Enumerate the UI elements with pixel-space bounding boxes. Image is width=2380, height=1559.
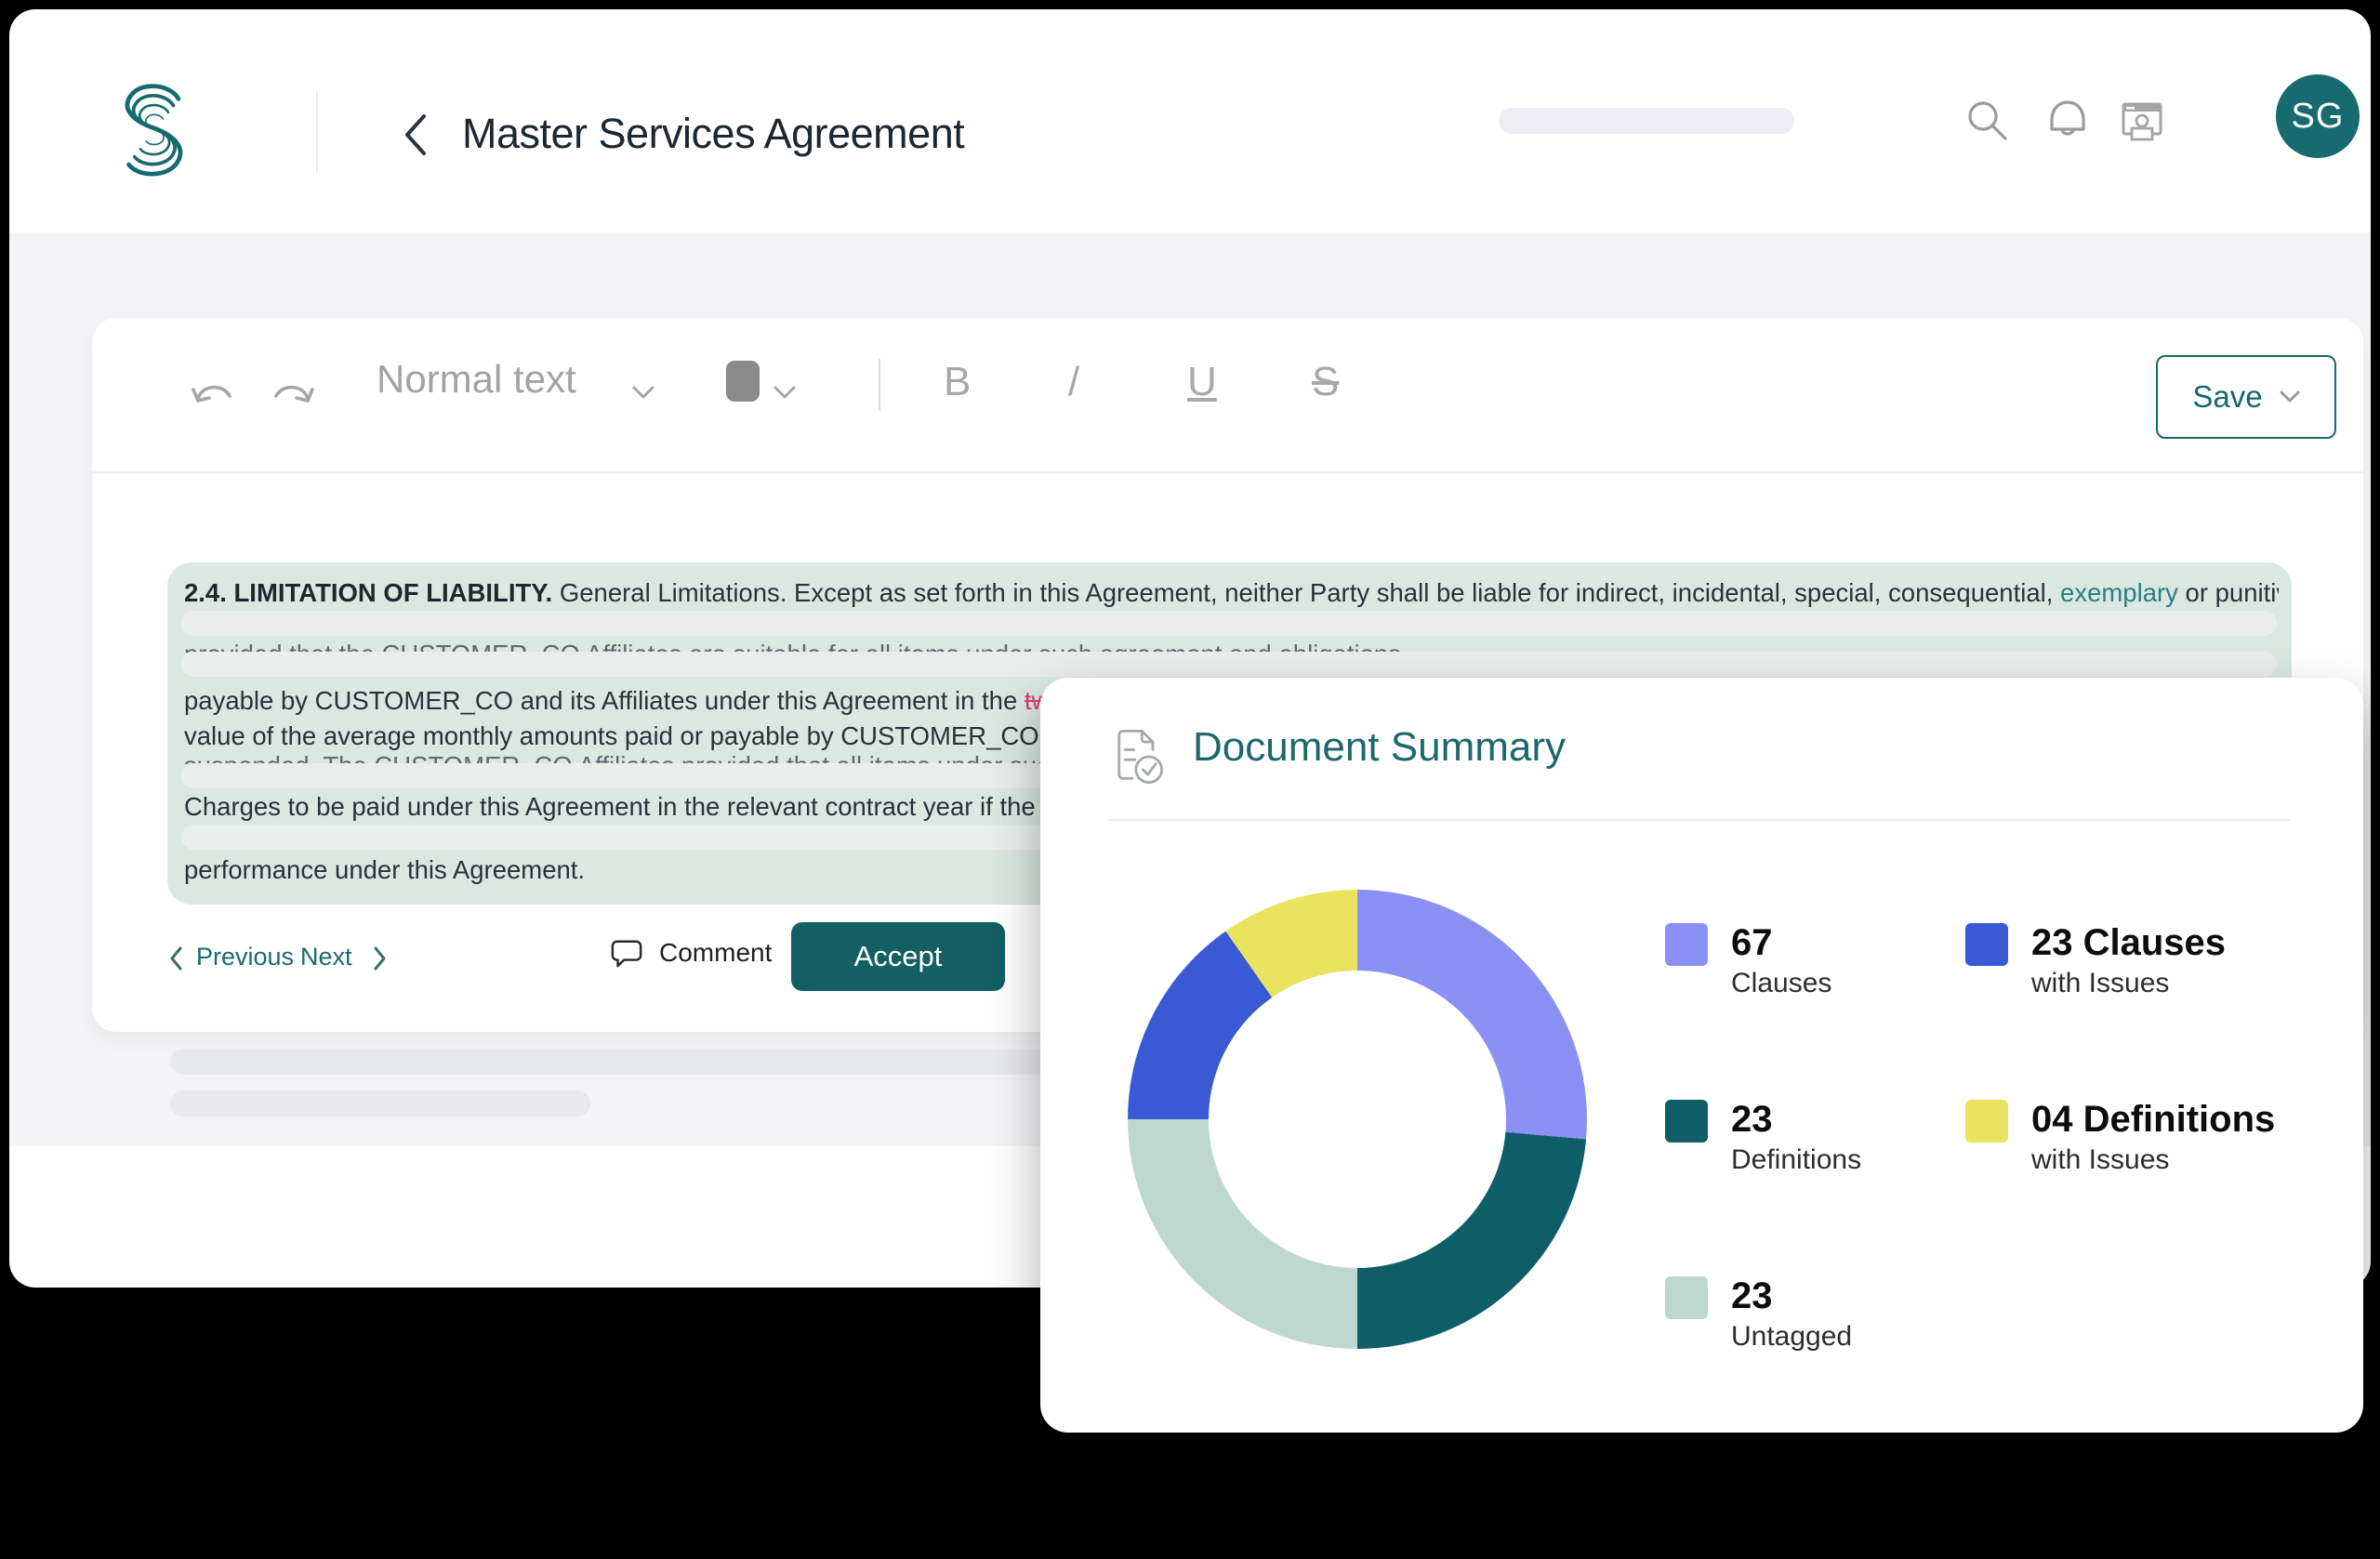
clause-line-1: 2.4. LIMITATION OF LIABILITY. General Li… xyxy=(184,578,2279,607)
redo-icon[interactable] xyxy=(267,374,319,415)
previous-chevron-icon[interactable] xyxy=(166,945,185,972)
summary-divider xyxy=(1107,819,2290,821)
user-avatar[interactable]: SG xyxy=(2276,74,2360,158)
legend-swatch xyxy=(1965,923,2008,966)
undo-icon[interactable] xyxy=(187,374,239,415)
underline-button[interactable]: U xyxy=(1187,359,1217,404)
toolbar-separator xyxy=(879,359,880,411)
strikethrough-button[interactable]: S xyxy=(1312,359,1340,404)
clause-line-performance: performance under this Agreement. xyxy=(184,855,586,884)
search-icon[interactable] xyxy=(1962,95,2014,147)
save-button[interactable]: Save xyxy=(2156,355,2336,439)
italic-button[interactable]: / xyxy=(1068,359,1080,404)
donut-chart xyxy=(1128,890,1587,1349)
legend-swatch xyxy=(1665,1100,1708,1143)
header-divider xyxy=(316,91,318,173)
legend-swatch xyxy=(1665,923,1708,966)
paragraph-style-dropdown[interactable]: Normal text xyxy=(377,357,576,401)
clipped-text-line: provided that the CUSTOMER_CO Affiliates… xyxy=(184,641,2279,653)
comment-bubble-icon xyxy=(611,940,642,968)
document-summary-card: Document Summary 67 Clauses 23 Clauses w… xyxy=(1040,678,2363,1433)
skeleton-bar xyxy=(170,1090,590,1116)
legend-swatch xyxy=(1965,1100,2008,1143)
comment-button[interactable]: Comment xyxy=(609,937,772,969)
summary-title: Document Summary xyxy=(1193,724,1567,770)
contact-window-icon[interactable] xyxy=(2116,95,2168,147)
editor-toolbar: Normal text B / U S Save xyxy=(92,318,2363,473)
bold-button[interactable]: B xyxy=(944,359,972,404)
back-chevron-icon[interactable] xyxy=(400,112,431,158)
style-chevron-down-icon[interactable] xyxy=(631,385,655,400)
page-title: Master Services Agreement xyxy=(462,110,965,157)
color-chevron-down-icon[interactable] xyxy=(773,385,797,400)
legend-swatch xyxy=(1665,1276,1708,1319)
text-color-swatch[interactable] xyxy=(726,361,760,402)
header-placeholder-pill xyxy=(1499,108,1794,134)
next-link[interactable]: Next xyxy=(300,943,352,971)
next-chevron-icon[interactable] xyxy=(371,945,390,972)
comment-label: Comment xyxy=(659,938,773,967)
save-chevron-down-icon xyxy=(2280,390,2300,403)
save-button-label: Save xyxy=(2192,379,2263,414)
notifications-bell-icon[interactable] xyxy=(2042,95,2094,147)
accept-button[interactable]: Accept xyxy=(791,922,1005,991)
skeleton-bar xyxy=(170,1049,1174,1075)
term-link[interactable]: exemplary xyxy=(2060,578,2178,607)
clause-heading: 2.4. LIMITATION OF LIABILITY. xyxy=(184,578,553,607)
redacted-text-bar xyxy=(181,652,2277,677)
previous-link[interactable]: Previous xyxy=(196,943,295,971)
document-check-icon xyxy=(1109,726,1167,787)
redacted-text-bar xyxy=(181,611,2277,636)
brand-logo-icon[interactable] xyxy=(104,78,206,182)
